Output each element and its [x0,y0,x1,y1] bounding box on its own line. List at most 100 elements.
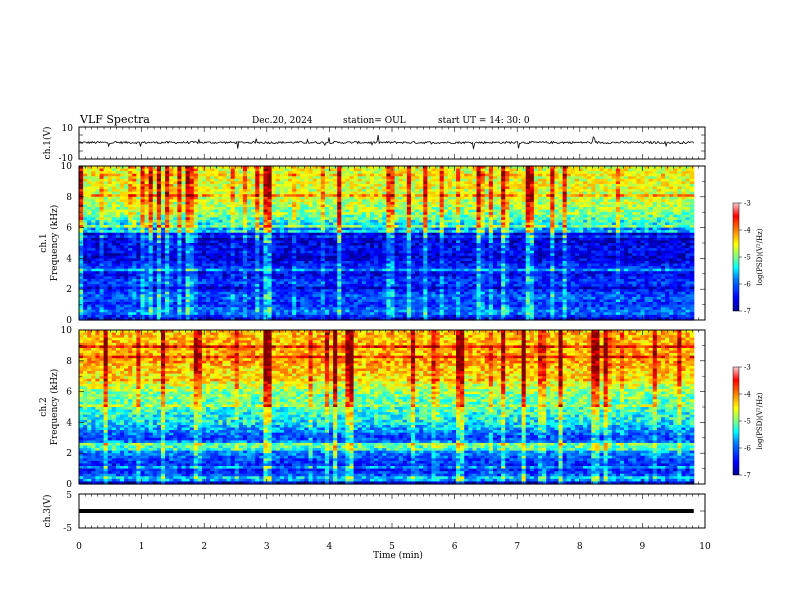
spectrogram-cell [460,214,465,218]
spectrogram-cell [279,209,285,213]
spectrogram-cell [390,199,396,203]
spectrogram-cell [230,222,236,226]
spectrogram-cell [83,219,88,224]
spectrogram-cell [546,168,551,172]
spectrogram-cell [648,209,654,213]
spectrogram-cell [173,199,178,203]
spectrogram-cell [574,227,580,231]
spectrogram-cell [669,207,674,211]
spectrogram-cell [316,227,322,231]
spectrogram-cell [263,217,269,221]
spectrogram-cell [148,196,154,200]
spectrogram-cell [279,227,285,231]
spectrogram-cell [689,178,695,182]
spectrogram-cell [87,204,92,208]
spectrogram-cell [492,196,498,200]
spectrogram-cell [595,212,601,216]
spectrogram-cell [488,209,494,213]
spectrogram-cell [669,227,674,231]
spectrogram-cell [439,183,445,188]
spectrogram-cell [636,201,642,206]
spectrogram-cell [197,212,203,216]
spectrogram-cell [607,183,613,188]
spectrogram-cell [538,219,543,224]
spectrogram-cell [201,209,207,213]
spectrogram-cell [341,186,346,190]
spectrogram-cell [660,230,666,234]
spectrogram-cell [574,166,580,170]
spectrogram-cell [636,232,642,236]
spectrogram-cell [79,222,84,226]
spectrogram-cell [619,168,625,172]
spectrogram-cell [95,214,101,218]
spectrogram-cell [378,173,383,177]
spectrogram-cell [119,214,125,218]
spectrogram-cell [296,230,301,234]
spectrogram-cell [181,194,187,198]
spectrogram-cell [390,196,396,200]
spectrogram-cell [673,166,678,170]
spectrogram-cell [165,199,170,203]
spectrogram-cell [312,168,318,172]
spectrogram-cell [300,181,305,185]
spectrogram-cell [488,168,494,172]
spectrogram-cell [144,235,150,239]
spectrogram-cell [119,196,125,200]
spectrogram-cell [111,207,117,211]
spectrogram-cell [652,214,658,218]
spectrogram-cell [554,201,560,206]
spectrogram-cell [525,219,531,224]
spectrogram-cell [402,204,408,208]
spectrogram-cell [128,191,133,195]
spectrogram-cell [607,201,613,206]
spectrogram-cell [99,230,105,234]
spectrogram-cell [652,199,658,203]
spectrogram-cell [337,176,342,180]
spectrogram-cell [316,181,322,185]
spectrogram-cell [144,183,150,188]
spectrogram-cell [607,166,613,170]
spectrogram-cell [386,191,392,195]
spectrogram-cell [144,230,150,234]
spectrogram-cell [431,189,437,193]
spectrogram-cell [193,178,199,182]
spectrogram-cell [476,176,482,180]
spectrogram-cell [431,212,437,216]
spectrogram-cell [255,183,260,188]
spectrogram-cell [410,196,416,200]
spectrogram-cell [677,217,683,221]
spectrogram-cell [542,176,547,180]
spectrogram-cell [542,207,547,211]
spectrogram-cell [619,225,625,229]
spectrogram-cell [419,171,424,175]
spectrogram-cell [558,168,564,172]
spectrogram-cell [484,214,490,218]
spectrogram-cell [689,219,695,224]
spectrogram-cell [99,219,105,224]
spectrogram-cell [689,214,695,218]
spectrogram-cell [247,235,252,239]
spectrogram-cell [300,183,305,188]
spectrogram-cell [538,166,543,170]
spectrogram-cell [87,207,92,211]
spectrogram-cell [160,212,166,216]
spectrogram-cell [99,171,105,175]
spectrogram-cell [296,204,301,208]
spectrogram-cell [152,219,158,224]
spectrogram-cell [640,173,646,177]
spectrogram-cell [497,183,502,188]
spectrogram-cell [328,194,334,198]
spectrogram-cell [333,207,338,211]
spectrogram-cell [583,232,588,236]
spectrogram-cell [206,173,211,177]
spectrogram-cell [242,181,248,185]
spectrogram-cell [156,178,162,182]
spectrogram-cell [165,173,170,177]
spectrogram-cell [283,183,289,188]
spectrogram-cell [99,227,105,231]
spectrogram-cell [525,173,531,177]
spectrogram-cell [177,232,183,236]
spectrogram-cell [628,183,633,188]
spectrogram-cell [398,209,404,213]
spectrogram-cell [599,217,605,221]
